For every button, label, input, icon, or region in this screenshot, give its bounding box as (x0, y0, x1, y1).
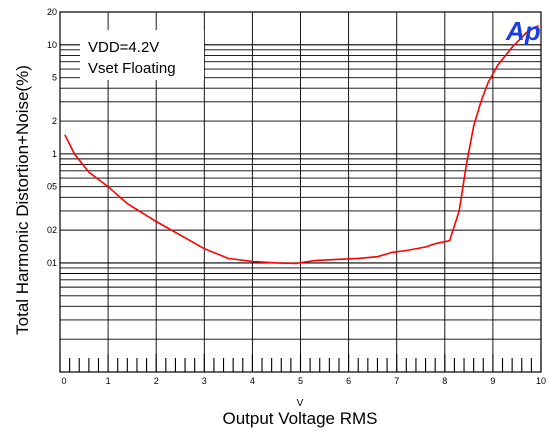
y-tick-label: 1 (52, 149, 57, 159)
x-tick-label: 4 (250, 376, 255, 386)
y-tick-label: 5 (52, 73, 57, 83)
x-axis-ticks: 0 1 2 3 4 5 6 7 8 9 10 (59, 354, 546, 386)
x-tick-label: 10 (536, 376, 546, 386)
y-tick-label: 10 (47, 40, 57, 50)
x-tick-label: 7 (394, 376, 399, 386)
x-axis-unit: V (297, 398, 304, 409)
y-axis-title: Total Harmonic Distortion+Noise(%) (13, 65, 32, 335)
x-tick-label: 5 (298, 376, 303, 386)
y-tick-label: 2 (52, 116, 57, 126)
x-tick-label: 8 (442, 376, 447, 386)
y-tick-label: 20 (47, 7, 57, 17)
y-tick-label: 01 (47, 258, 57, 268)
ap-logo: Ap (505, 16, 541, 46)
x-tick-label: 1 (106, 376, 111, 386)
x-tick-label: 9 (490, 376, 495, 386)
x-axis-title: Output Voltage RMS (223, 409, 378, 428)
thd-series-line (64, 24, 539, 265)
x-tick-label: 6 (346, 376, 351, 386)
x-tick-label: 0 (61, 376, 66, 386)
y-tick-label: 05 (47, 182, 57, 192)
y-tick-label: 02 (47, 225, 57, 235)
x-tick-label: 2 (154, 376, 159, 386)
annotation-vdd: VDD=4.2V (88, 39, 159, 56)
annotation-vset: Vset Floating (88, 60, 176, 77)
x-tick-label: 3 (202, 376, 207, 386)
legend-box (80, 30, 204, 80)
